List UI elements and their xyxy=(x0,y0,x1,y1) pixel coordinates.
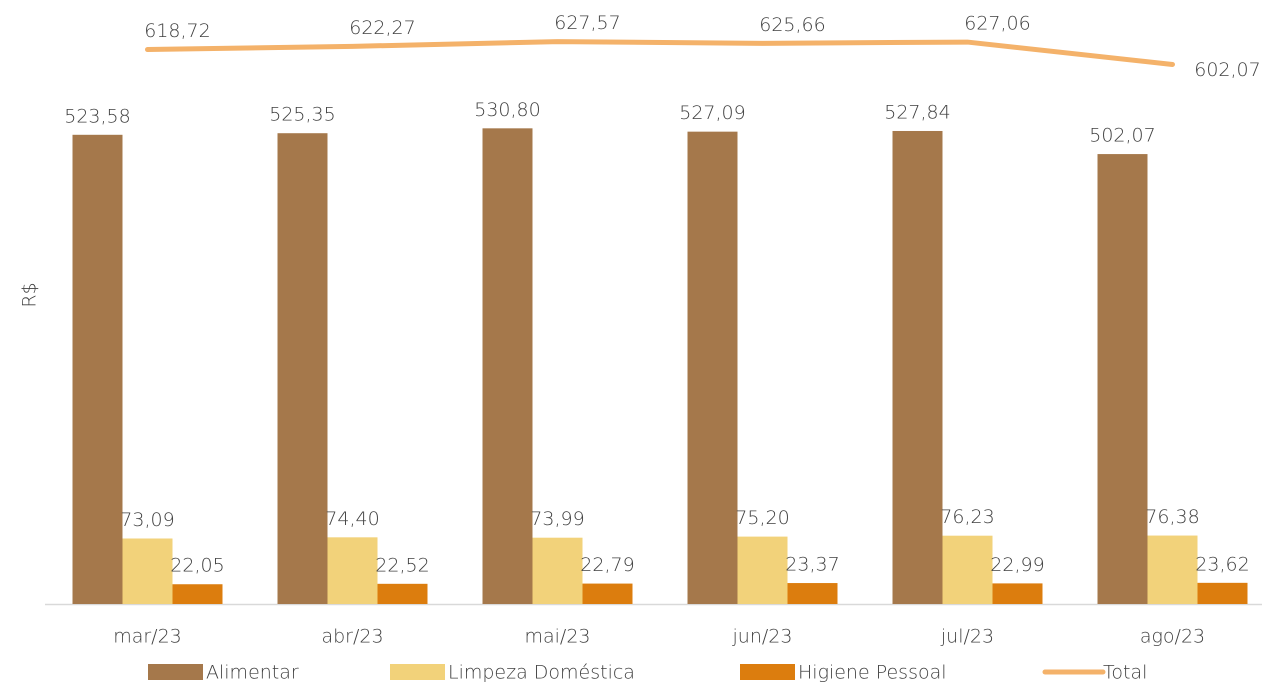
bar xyxy=(72,134,123,605)
bar xyxy=(892,130,943,605)
data-label: 76,38 xyxy=(1145,506,1199,528)
bar xyxy=(687,131,738,604)
data-label: 530,80 xyxy=(474,99,540,121)
data-label: 74,40 xyxy=(325,508,379,530)
bar xyxy=(737,536,788,604)
bar xyxy=(122,538,173,604)
bar xyxy=(582,583,633,604)
data-label: 23,37 xyxy=(785,554,839,576)
legend-swatch xyxy=(148,664,203,680)
x-tick-label: abr/23 xyxy=(321,626,383,648)
bar xyxy=(1197,582,1248,604)
bar xyxy=(172,584,223,604)
legend-swatch xyxy=(740,664,795,680)
bar xyxy=(532,537,583,604)
legend-label: Alimentar xyxy=(206,662,299,684)
data-label: 627,57 xyxy=(554,12,620,34)
data-label: 75,20 xyxy=(735,507,789,529)
bar xyxy=(942,535,993,604)
x-tick-label: mar/23 xyxy=(113,626,182,648)
bar xyxy=(327,537,378,604)
bar xyxy=(992,583,1043,604)
legend-label: Total xyxy=(1103,662,1147,684)
data-label: 523,58 xyxy=(64,105,130,127)
data-label: 22,99 xyxy=(990,554,1044,576)
data-label: 73,09 xyxy=(120,509,174,531)
data-label: 23,62 xyxy=(1195,553,1249,575)
bar xyxy=(1147,535,1198,604)
x-tick-label: jul/23 xyxy=(940,626,994,648)
x-tick-label: jun/23 xyxy=(732,626,793,648)
y-axis-label: R$ xyxy=(19,282,41,307)
data-label: 527,09 xyxy=(679,102,745,124)
data-label: 76,23 xyxy=(940,506,994,528)
legend-label: Higiene Pessoal xyxy=(798,662,947,684)
data-label: 618,72 xyxy=(144,20,210,42)
data-label: 625,66 xyxy=(759,14,825,36)
data-label: 525,35 xyxy=(269,104,335,126)
bar xyxy=(787,583,838,604)
x-tick-label: mai/23 xyxy=(524,626,590,648)
bar xyxy=(277,133,328,604)
x-tick-label: ago/23 xyxy=(1140,626,1205,648)
legend-swatch xyxy=(390,664,445,680)
data-label: 627,06 xyxy=(964,13,1030,35)
data-label: 22,05 xyxy=(170,555,224,577)
bar xyxy=(482,128,533,605)
bar xyxy=(1097,154,1148,604)
data-label: 502,07 xyxy=(1089,125,1155,147)
data-label: 22,79 xyxy=(580,554,634,576)
line xyxy=(145,39,1175,67)
bar xyxy=(377,583,428,604)
data-label: 622,27 xyxy=(349,17,415,39)
legend-label: Limpeza Doméstica xyxy=(448,662,635,684)
data-label: 527,84 xyxy=(884,101,950,123)
data-label: 602,07 xyxy=(1194,59,1260,81)
data-label: 22,52 xyxy=(375,554,429,576)
data-label: 73,99 xyxy=(530,508,584,530)
